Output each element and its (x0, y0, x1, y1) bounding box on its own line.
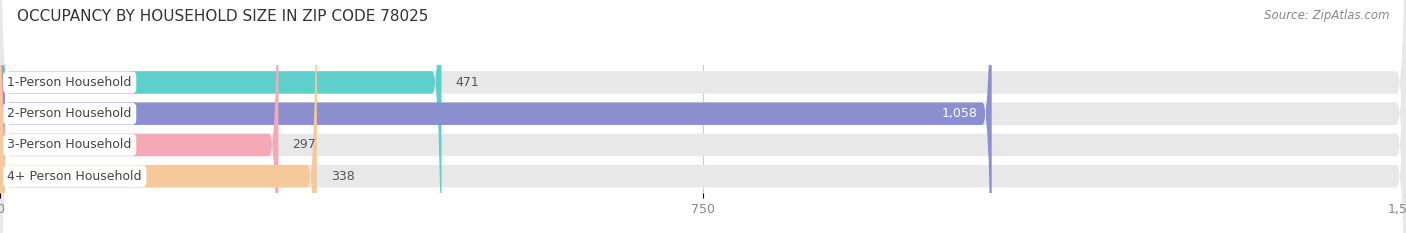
Text: 4+ Person Household: 4+ Person Household (7, 170, 142, 183)
Text: 297: 297 (292, 138, 316, 151)
Text: 2-Person Household: 2-Person Household (7, 107, 132, 120)
FancyBboxPatch shape (0, 0, 278, 233)
FancyBboxPatch shape (0, 0, 441, 233)
Text: 471: 471 (456, 76, 479, 89)
Text: 1-Person Household: 1-Person Household (7, 76, 132, 89)
FancyBboxPatch shape (0, 0, 991, 233)
Text: 1,058: 1,058 (942, 107, 977, 120)
Text: 338: 338 (330, 170, 354, 183)
Text: 3-Person Household: 3-Person Household (7, 138, 132, 151)
FancyBboxPatch shape (0, 0, 316, 233)
Text: OCCUPANCY BY HOUSEHOLD SIZE IN ZIP CODE 78025: OCCUPANCY BY HOUSEHOLD SIZE IN ZIP CODE … (17, 9, 429, 24)
Text: Source: ZipAtlas.com: Source: ZipAtlas.com (1264, 9, 1389, 22)
